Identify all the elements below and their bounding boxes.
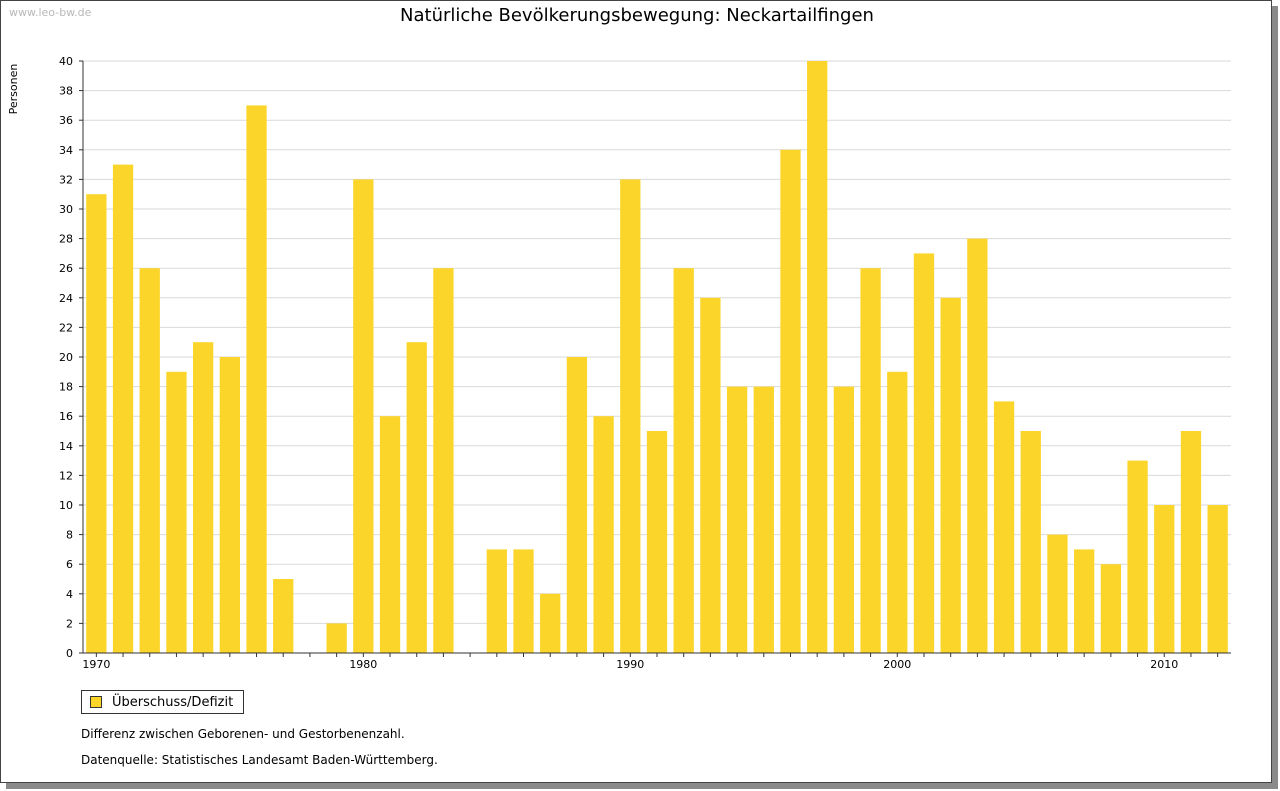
note-source: Datenquelle: Statistisches Landesamt Bad… xyxy=(81,753,438,767)
y-tick-label: 22 xyxy=(59,321,73,334)
y-tick-label: 18 xyxy=(59,381,73,394)
bar-2012 xyxy=(1207,505,1228,653)
bar-1998 xyxy=(833,386,855,653)
bar-2002 xyxy=(940,297,961,653)
bar-1971 xyxy=(112,164,134,653)
legend: Überschuss/Defizit xyxy=(81,690,245,714)
y-tick-label: 12 xyxy=(59,469,73,482)
bar-1997 xyxy=(807,61,828,653)
bar-1974 xyxy=(192,342,214,653)
bar-1982 xyxy=(406,342,427,653)
bar-1994 xyxy=(726,386,748,653)
y-tick-label: 26 xyxy=(59,262,73,275)
bar-2004 xyxy=(993,401,1015,653)
bar-1985 xyxy=(486,549,507,653)
bar-2009 xyxy=(1127,460,1148,653)
bar-2007 xyxy=(1074,549,1095,653)
bar-2011 xyxy=(1180,431,1202,653)
y-tick-label: 30 xyxy=(59,203,73,216)
y-axis-label: Personen xyxy=(7,64,20,115)
x-tick-label: 2010 xyxy=(1150,658,1178,671)
y-tick-label: 40 xyxy=(59,55,73,68)
bar-2010 xyxy=(1154,505,1175,653)
x-tick-label: 2000 xyxy=(883,658,911,671)
bar-1977 xyxy=(273,579,294,653)
y-tick-label: 0 xyxy=(66,647,73,660)
bar-1975 xyxy=(219,357,240,653)
chart-title: Natürliche Bevölkerungsbewegung: Neckart… xyxy=(400,5,874,26)
x-tick-label: 1970 xyxy=(82,658,110,671)
legend-swatch xyxy=(90,696,102,708)
bar-2001 xyxy=(913,253,935,653)
bar-1988 xyxy=(566,357,588,653)
x-axis-ticks: 1970 1980 1990 2000 2010 xyxy=(82,653,1219,671)
y-tick-label: 6 xyxy=(66,558,73,571)
y-tick-label: 38 xyxy=(59,85,73,98)
y-tick-label: 32 xyxy=(59,173,73,186)
y-tick-label: 28 xyxy=(59,233,73,246)
y-tick-label: 24 xyxy=(59,292,73,305)
bar-2008 xyxy=(1100,564,1122,653)
bar-1973 xyxy=(166,371,187,653)
y-tick-label: 36 xyxy=(59,114,73,127)
y-tick-label: 34 xyxy=(59,144,73,157)
bar-1972 xyxy=(139,268,160,653)
bar-1995 xyxy=(753,386,774,653)
bar-1976 xyxy=(246,105,267,653)
x-tick-label: 1980 xyxy=(349,658,377,671)
bar-1983 xyxy=(433,268,454,653)
y-tick-label: 8 xyxy=(66,529,73,542)
y-tick-label: 14 xyxy=(59,440,73,453)
watermark: www.leo-bw.de xyxy=(9,6,92,19)
bars xyxy=(86,61,1228,654)
note-difference: Differenz zwischen Geborenen- und Gestor… xyxy=(81,727,405,741)
bar-2006 xyxy=(1047,534,1068,653)
bar-1987 xyxy=(540,593,561,653)
bar-1993 xyxy=(700,297,721,653)
bar-1992 xyxy=(673,268,694,653)
bar-2000 xyxy=(887,371,908,653)
legend-label: Überschuss/Defizit xyxy=(112,694,234,710)
bar-1999 xyxy=(860,268,881,653)
y-tick-label: 10 xyxy=(59,499,73,512)
bar-1996 xyxy=(780,149,801,654)
bar-1980 xyxy=(353,179,374,653)
bar-1991 xyxy=(646,431,668,653)
y-tick-label: 20 xyxy=(59,351,73,364)
chart-plot: Personen 0246810121416182022242628303234… xyxy=(7,55,1231,671)
bar-1986 xyxy=(513,549,534,653)
bar-1989 xyxy=(593,416,614,653)
y-tick-label: 16 xyxy=(59,410,73,423)
bar-2005 xyxy=(1020,431,1041,653)
bar-2003 xyxy=(967,238,988,653)
bar-1981 xyxy=(379,416,401,653)
bar-1979 xyxy=(326,623,347,653)
x-tick-label: 1990 xyxy=(616,658,644,671)
bar-1970 xyxy=(86,194,107,653)
y-tick-label: 2 xyxy=(66,617,73,630)
y-tick-label: 4 xyxy=(66,588,73,601)
bar-1990 xyxy=(620,179,641,653)
